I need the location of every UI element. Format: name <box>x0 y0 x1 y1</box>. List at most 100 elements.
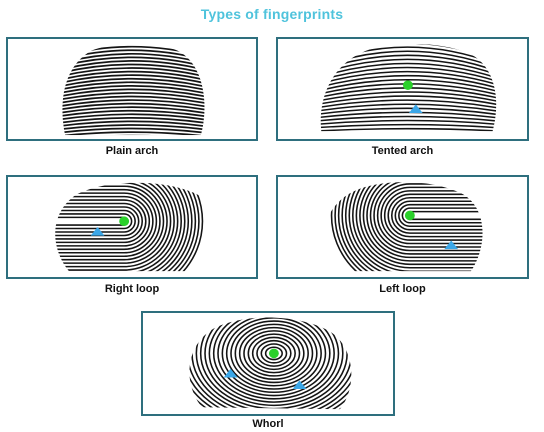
ridge-line <box>191 317 352 410</box>
ridge-line <box>55 182 182 272</box>
ridge-line <box>243 330 305 377</box>
panel-left-loop <box>276 175 529 279</box>
ridge-line <box>225 317 322 390</box>
ridge-line <box>320 123 497 130</box>
ridge-line <box>334 182 483 272</box>
ridge-line <box>387 193 483 238</box>
ridge-line <box>320 74 497 92</box>
ridge-line <box>55 199 147 244</box>
ridge-line <box>260 343 288 364</box>
caption-whorl: Whorl <box>252 418 284 430</box>
delta-marker <box>408 104 423 114</box>
ridge-line <box>195 317 352 410</box>
ridge-line <box>247 333 301 374</box>
ridge-line <box>320 107 497 117</box>
core-marker <box>268 348 279 359</box>
ridge-line <box>394 200 483 231</box>
panel-tented-arch <box>276 37 529 141</box>
ridge-line <box>62 92 205 103</box>
ridge-line <box>62 120 205 129</box>
ridge-line <box>320 115 497 123</box>
delta-marker <box>444 240 459 250</box>
ridge-line <box>401 207 483 224</box>
ridge-line <box>55 182 186 272</box>
ridge-line <box>204 317 344 407</box>
ridge-line <box>55 182 189 272</box>
fingerprint-left-loop-image <box>330 182 483 272</box>
delta-marker-right <box>292 380 307 389</box>
ridge-line <box>62 113 205 123</box>
ridge-line <box>55 206 140 237</box>
core-marker <box>402 80 413 90</box>
ridge-line <box>55 182 197 272</box>
ridge-line <box>62 81 205 94</box>
ridge-line <box>362 182 483 262</box>
ridge-line <box>320 70 497 89</box>
ridge-line <box>251 336 296 371</box>
ridge-line <box>405 210 483 221</box>
ridge-line <box>62 134 205 136</box>
caption-right-loop: Right loop <box>104 283 160 295</box>
ridge-line <box>208 317 340 403</box>
ridge-line <box>238 326 309 380</box>
ridge-line <box>55 182 165 261</box>
ridge-line <box>348 182 483 272</box>
fingerprint-right-loop-image <box>55 182 204 272</box>
ridge-line <box>256 339 292 367</box>
ridge-line <box>345 182 483 272</box>
ridge-line <box>320 95 497 108</box>
ridge-line <box>234 323 314 384</box>
ridge-line <box>355 182 483 269</box>
ridge-line <box>320 111 497 120</box>
ridge-line <box>62 124 205 132</box>
ridge-line <box>337 182 483 272</box>
caption-plain-arch: Plain arch <box>105 145 159 157</box>
ridge-line <box>390 197 483 234</box>
ridge-line <box>55 182 204 272</box>
ridge-line <box>62 131 205 136</box>
ridge-line <box>398 203 483 227</box>
ridge-line <box>62 88 205 100</box>
panel-whorl <box>141 311 395 416</box>
page-title: Types of fingerprints <box>200 6 344 22</box>
ridge-line <box>320 91 497 104</box>
ridge-line <box>199 317 348 410</box>
ridge-line <box>55 182 179 272</box>
ridge-line <box>221 317 327 393</box>
ridge-line <box>320 79 497 95</box>
ridge-line <box>62 99 205 110</box>
ridge-line <box>369 182 483 255</box>
ridge-line <box>55 182 200 272</box>
fingerprint-whorl-image <box>189 317 352 410</box>
ridge-line <box>62 95 205 107</box>
ridge-line <box>62 84 205 97</box>
ridge-line <box>55 182 168 264</box>
ridge-line <box>383 190 483 241</box>
ridge-line <box>62 77 205 91</box>
ridge-line <box>373 182 483 252</box>
caption-tented-arch: Tented arch <box>371 145 434 157</box>
core-marker <box>119 216 130 227</box>
ridge-line <box>55 182 172 268</box>
panel-plain-arch <box>6 37 258 141</box>
panel-right-loop <box>6 175 258 279</box>
ridge-line <box>55 182 193 272</box>
ridge-line <box>62 74 205 87</box>
ridge-line <box>212 317 335 400</box>
ridge-line <box>55 213 133 230</box>
ridge-line <box>55 209 136 233</box>
ridge-line <box>55 188 158 254</box>
ridge-line <box>352 182 483 272</box>
ridge-line <box>62 127 205 136</box>
ridge-line <box>55 195 151 247</box>
ridge-line <box>366 182 483 259</box>
ridge-line <box>62 109 205 119</box>
delta-marker <box>90 227 105 236</box>
ridge-line <box>55 192 154 251</box>
ridge-line <box>359 182 483 266</box>
ridge-line <box>341 182 483 272</box>
ridge-line <box>55 216 129 226</box>
ridge-line <box>320 103 497 114</box>
ridge-line <box>62 117 205 126</box>
caption-left-loop: Left loop <box>379 283 426 295</box>
